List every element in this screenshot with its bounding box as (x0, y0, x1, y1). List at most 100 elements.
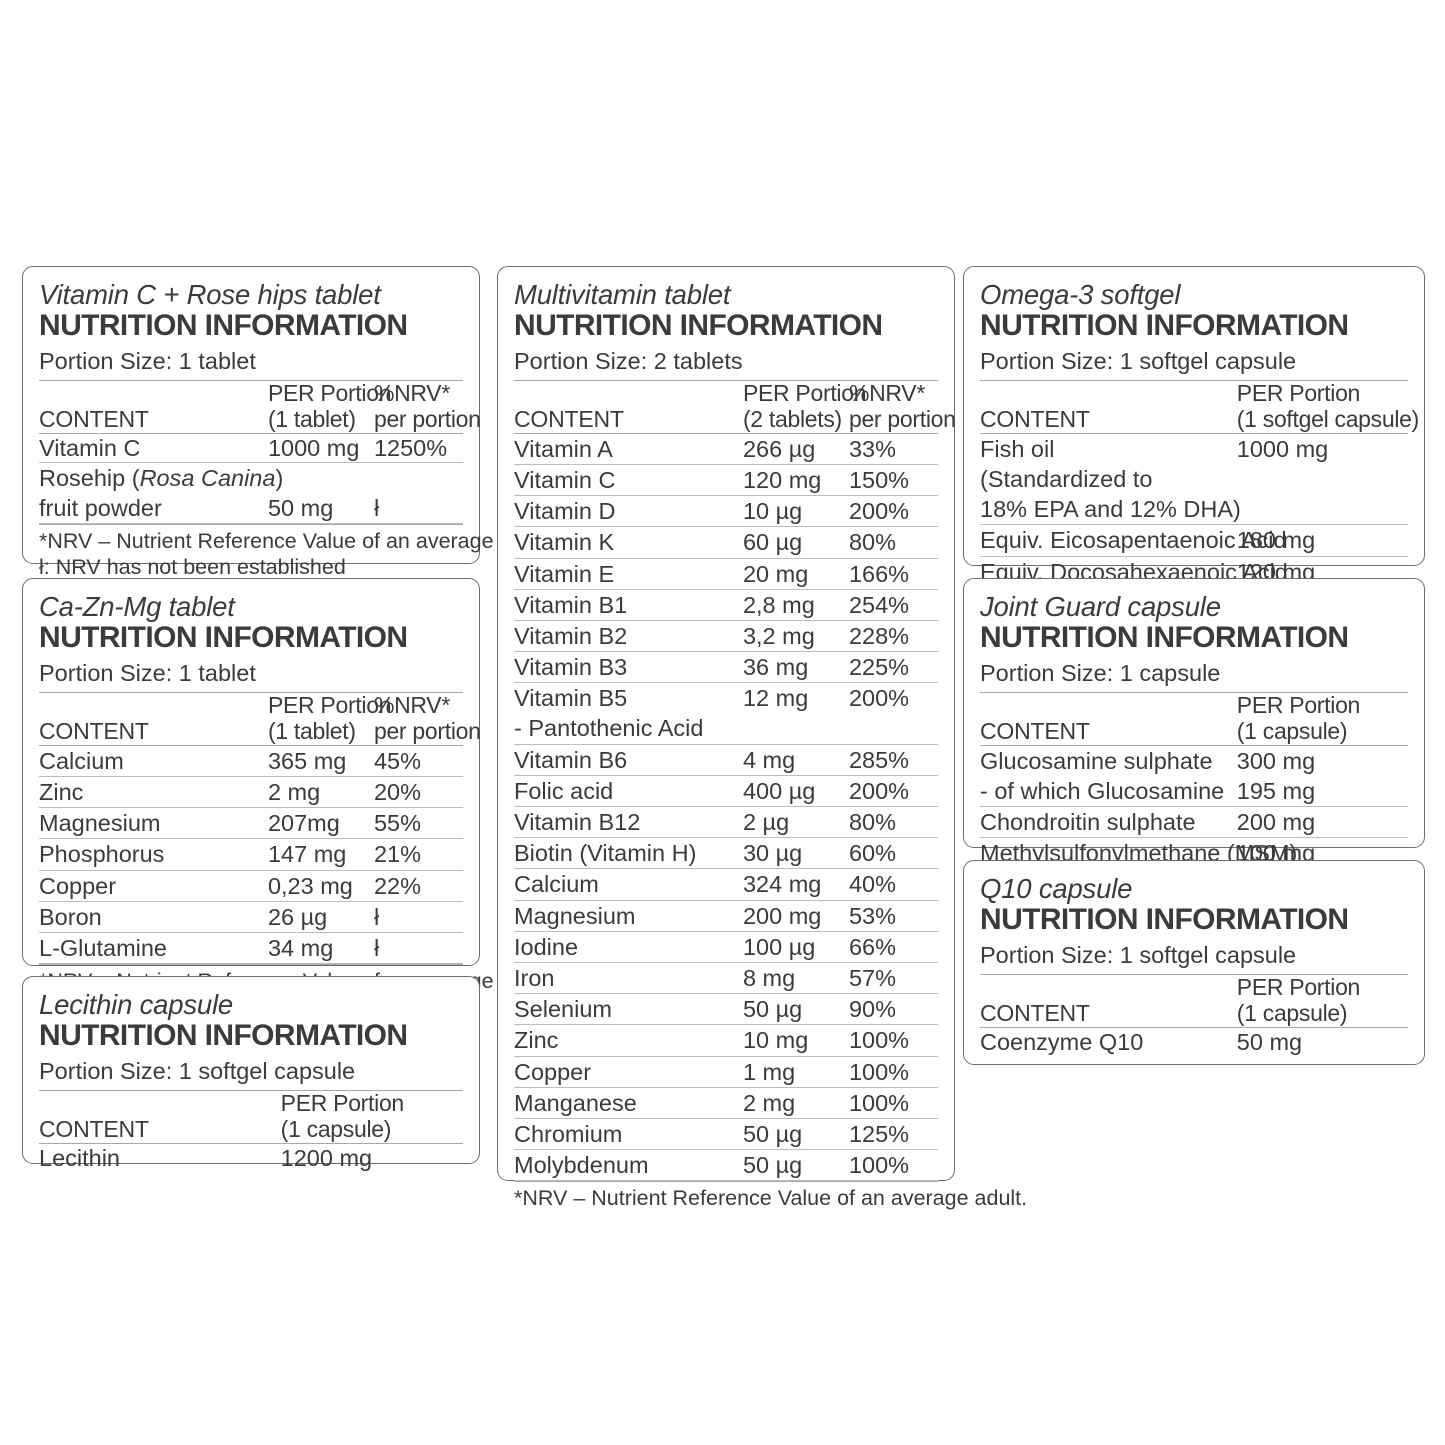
table-row: Molybdenum 50 µg 100% (514, 1149, 938, 1182)
row-value: 100 µg (742, 931, 849, 963)
row-name: Copper (39, 870, 268, 902)
footnote-nrv: *NRV – Nutrient Reference Value of an av… (39, 529, 553, 554)
nutrition-information-title: NUTRITION INFORMATION (39, 621, 408, 655)
row-value: 50 µg (742, 993, 849, 1026)
table-header-row: CONTENT PER Portion (1 softgel capsule) (980, 380, 1419, 434)
row-nrv-empty (374, 462, 463, 493)
table-row: Selenium 50 µg 90% (514, 993, 938, 1026)
row-nrv: 228% (848, 620, 938, 653)
nutrition-table: CONTENT PER Portion (1 softgel capsule) … (980, 380, 1419, 588)
panel-lecithin: Lecithin capsule NUTRITION INFORMATION P… (22, 976, 480, 1171)
row-name: Lecithin (39, 1144, 120, 1171)
row-value: 0,23 mg (267, 870, 374, 902)
header-per-portion: PER Portion (1 tablet) (267, 380, 392, 434)
row-value: 1200 mg (280, 1144, 373, 1171)
row-value: 200 mg (1236, 806, 1408, 839)
table-row: Chromium 50 µg 125% (514, 1118, 938, 1151)
table-row: Copper 1 mg 100% (514, 1056, 938, 1088)
row-name-line2: (Standardized to (980, 465, 1153, 492)
table-row: Rosehip (Rosa Canina) (39, 462, 463, 493)
row-nrv: 45% (373, 745, 463, 777)
footnote-not-established: ł: NRV has not been established (39, 554, 346, 579)
header-per-portion-line1: PER Portion (267, 692, 392, 719)
row-name: Boron (39, 901, 268, 933)
header-nrv-line2: per portion (373, 406, 481, 433)
table-row: Magnesium 200 mg 53% (514, 900, 938, 932)
panel-joint-guard: Joint Guard capsule NUTRITION INFORMATIO… (963, 578, 1425, 870)
row-nrv: ł (373, 493, 463, 525)
product-name: Joint Guard capsule (980, 591, 1221, 622)
row-value: 50 µg (742, 1118, 849, 1151)
header-per-portion-line1: PER Portion (1236, 692, 1361, 719)
portion-size: Portion Size: 1 softgel capsule (980, 941, 1297, 968)
row-nrv: 80% (848, 526, 938, 559)
table-row: Manganese 2 mg 100% (514, 1087, 938, 1119)
row-name-sub: - of which Glucosamine (980, 775, 1237, 808)
table-row-sub: (Standardized to (980, 464, 1408, 494)
row-nrv: 100% (848, 1024, 938, 1057)
row-name: Vitamin K (514, 526, 743, 559)
row-value-empty (1237, 464, 1408, 494)
header-per-portion: PER Portion (1 capsule) (280, 1090, 463, 1144)
row-nrv: 60% (848, 837, 938, 870)
row-name: Vitamin B3 (514, 651, 743, 684)
row-nrv: 21% (373, 838, 463, 871)
row-name: L-Glutamine (39, 932, 268, 965)
row-value: 34 mg (267, 932, 374, 965)
table-row-sub: 18% EPA and 12% DHA) (980, 494, 1408, 526)
panel-vitamin-c-rose-hips: Vitamin C + Rose hips tablet NUTRITION I… (22, 266, 553, 579)
row-name: Chromium (514, 1118, 743, 1151)
portion-size: Portion Size: 1 softgel capsule (39, 1057, 356, 1084)
row-value: 3,2 mg (742, 620, 849, 653)
row-value: 26 µg (267, 901, 374, 933)
row-nrv: 166% (848, 558, 938, 590)
row-nrv: 55% (373, 807, 463, 840)
row-nrv: ł (373, 932, 463, 965)
header-nrv-line1: %NRV* (373, 692, 450, 719)
row-name: Magnesium (514, 900, 743, 932)
row-value: 8 mg (742, 962, 849, 995)
header-per-portion-line2: (2 tablets) (742, 406, 842, 433)
row-value: 324 mg (742, 868, 849, 901)
table-row: fruit powder 50 mg ł (39, 493, 463, 525)
header-content: CONTENT (980, 974, 1237, 1028)
header-per-portion: PER Portion (1 capsule) (1236, 974, 1408, 1028)
panel-multivitamin: Multivitamin tablet NUTRITION INFORMATIO… (497, 266, 1027, 1210)
table-row: Vitamin B6 4 mg 285% (514, 744, 938, 776)
row-name: Zinc (514, 1024, 743, 1057)
table-row: Biotin (Vitamin H) 30 µg 60% (514, 837, 938, 870)
panel-q10: Q10 capsule NUTRITION INFORMATION Portio… (963, 860, 1425, 1065)
row-value: 2 mg (267, 776, 374, 809)
row-name-line2: fruit powder (39, 493, 268, 525)
row-value-empty (742, 713, 849, 745)
row-name: Magnesium (39, 807, 268, 840)
row-name: Selenium (514, 993, 743, 1026)
row-name: Zinc (39, 776, 268, 809)
header-content: CONTENT (980, 380, 1237, 434)
row-name: Vitamin C (514, 464, 743, 497)
table-row: Vitamin A 266 µg 33% (514, 433, 938, 465)
table-row: Vitamin E 20 mg 166% (514, 558, 938, 590)
row-name: Vitamin D (514, 495, 743, 528)
table-row: Vitamin K 60 µg 80% (514, 526, 938, 559)
table-row: Vitamin B12 2 µg 80% (514, 806, 938, 839)
nutrition-information-title: NUTRITION INFORMATION (980, 309, 1349, 343)
header-per-portion-line1: PER Portion (267, 380, 392, 407)
row-nrv: 200% (848, 685, 910, 712)
footnote-nrv: *NRV – Nutrient Reference Value of an av… (514, 1186, 1028, 1211)
nutrition-information-title: NUTRITION INFORMATION (980, 903, 1349, 937)
panel-ca-zn-mg: Ca-Zn-Mg tablet NUTRITION INFORMATION Po… (22, 578, 552, 1018)
row-value: 12 mg (742, 685, 809, 712)
row-name: Rosehip (Rosa Canina) (39, 462, 283, 493)
row-value: 400 µg (742, 775, 849, 808)
header-per-portion-line2: (1 tablet) (267, 718, 356, 745)
header-per-portion-line1: PER Portion (742, 380, 867, 407)
header-content: CONTENT (39, 692, 268, 746)
row-value: 50 µg (742, 1149, 849, 1182)
row-name: Glucosamine sulphate (980, 747, 1213, 774)
nutrition-table: CONTENT PER Portion (1 capsule) Lecithin… (39, 1090, 463, 1172)
header-per-portion: PER Portion (1 tablet) (267, 692, 392, 746)
row-value: 50 mg (1236, 1028, 1303, 1055)
row-value-sub: 195 mg (1236, 775, 1408, 808)
row-nrv: 100% (848, 1149, 938, 1182)
